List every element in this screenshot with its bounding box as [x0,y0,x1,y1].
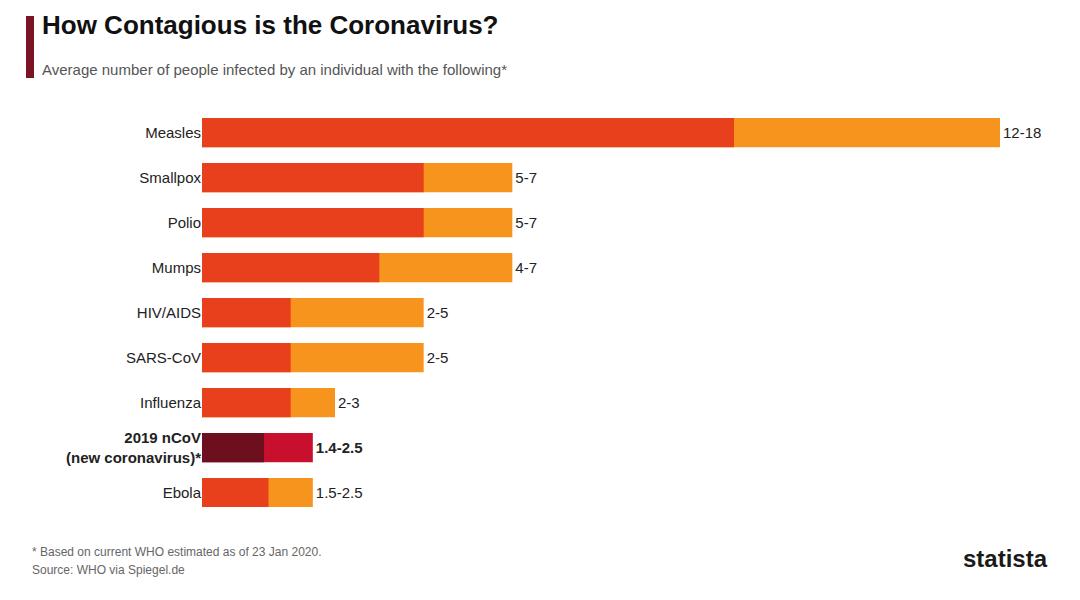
svg-text:5-7: 5-7 [515,169,537,186]
svg-text:Ebola: Ebola [163,484,202,501]
svg-text:statista: statista [963,545,1048,572]
svg-text:Smallpox: Smallpox [139,169,201,186]
svg-text:* Based on current WHO estimat: * Based on current WHO estimated as of 2… [32,545,322,559]
svg-text:2019 nCoV(new coronavirus)*: 2019 nCoV(new coronavirus)* [66,429,201,466]
svg-text:1.5-2.5: 1.5-2.5 [316,484,363,501]
svg-text:How Contagious is the Coronavi: How Contagious is the Coronavirus? [42,10,498,40]
svg-text:4-7: 4-7 [515,259,537,276]
svg-text:12-18: 12-18 [1003,124,1041,141]
svg-text:2-5: 2-5 [427,349,449,366]
svg-text:5-7: 5-7 [515,214,537,231]
svg-text:Source: WHO via Spiegel.de: Source: WHO via Spiegel.de [32,563,185,577]
svg-text:2-3: 2-3 [338,394,360,411]
svg-text:HIV/AIDS: HIV/AIDS [137,304,201,321]
svg-text:Measles: Measles [145,124,201,141]
svg-text:1.4-2.5: 1.4-2.5 [316,439,363,456]
svg-text:Influenza: Influenza [140,394,202,411]
svg-text:Polio: Polio [168,214,201,231]
svg-text:SARS-CoV: SARS-CoV [126,349,201,366]
svg-text:2-5: 2-5 [427,304,449,321]
svg-text:Mumps: Mumps [152,259,201,276]
svg-text:Average number of people infec: Average number of people infected by an … [42,61,507,78]
